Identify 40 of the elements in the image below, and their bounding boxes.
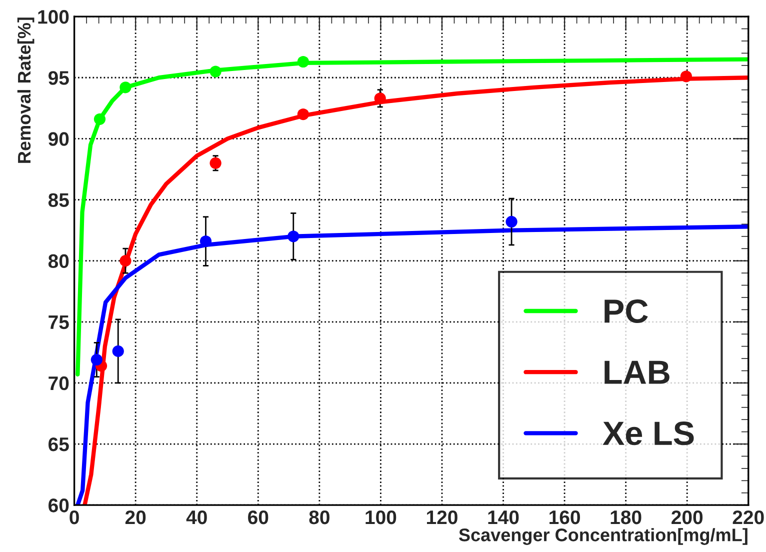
point bbox=[680, 70, 692, 82]
legend-label: Xe LS bbox=[602, 422, 694, 446]
point bbox=[120, 255, 132, 267]
x-tick-label: 140 bbox=[488, 510, 519, 524]
point bbox=[288, 230, 300, 242]
point bbox=[112, 345, 124, 358]
y-tick-label: 80 bbox=[48, 254, 69, 268]
x-tick-label: 20 bbox=[125, 510, 146, 524]
point bbox=[210, 66, 222, 78]
legend-label: PC bbox=[604, 299, 648, 324]
x-axis-title: Scavenger Concentration[mg/mL] bbox=[458, 528, 748, 545]
x-tick-label: 120 bbox=[426, 510, 458, 524]
x-tick-label: 80 bbox=[309, 510, 330, 524]
y-tick-label: 60 bbox=[48, 498, 69, 512]
point bbox=[200, 235, 212, 248]
x-tick-label: 220 bbox=[732, 510, 764, 524]
x-tick-label: 160 bbox=[550, 510, 580, 524]
x-tick-label: 40 bbox=[186, 510, 207, 524]
y-tick-label: 95 bbox=[48, 71, 69, 85]
point bbox=[374, 92, 386, 104]
point bbox=[297, 108, 309, 120]
x-tick-label: 0 bbox=[70, 510, 79, 524]
point bbox=[120, 82, 132, 94]
point bbox=[297, 56, 309, 68]
y-tick-label: 90 bbox=[48, 132, 69, 146]
y-tick-label: 65 bbox=[48, 437, 69, 452]
x-tick-label: 200 bbox=[672, 510, 703, 524]
y-tick-label: 100 bbox=[38, 10, 69, 24]
y-tick-label: 85 bbox=[48, 193, 69, 207]
point bbox=[506, 216, 518, 228]
point bbox=[210, 157, 222, 169]
y-tick-label: 75 bbox=[48, 316, 69, 330]
legend-label: LAB bbox=[604, 360, 670, 384]
y-tick-label: 70 bbox=[48, 376, 69, 390]
point bbox=[90, 354, 102, 366]
x-tick-label: 60 bbox=[248, 510, 268, 524]
point bbox=[94, 113, 106, 125]
x-tick-label: 100 bbox=[366, 510, 396, 524]
x-tick-label: 180 bbox=[610, 510, 642, 524]
y-axis-title: Removal Rate[%] bbox=[17, 18, 34, 163]
